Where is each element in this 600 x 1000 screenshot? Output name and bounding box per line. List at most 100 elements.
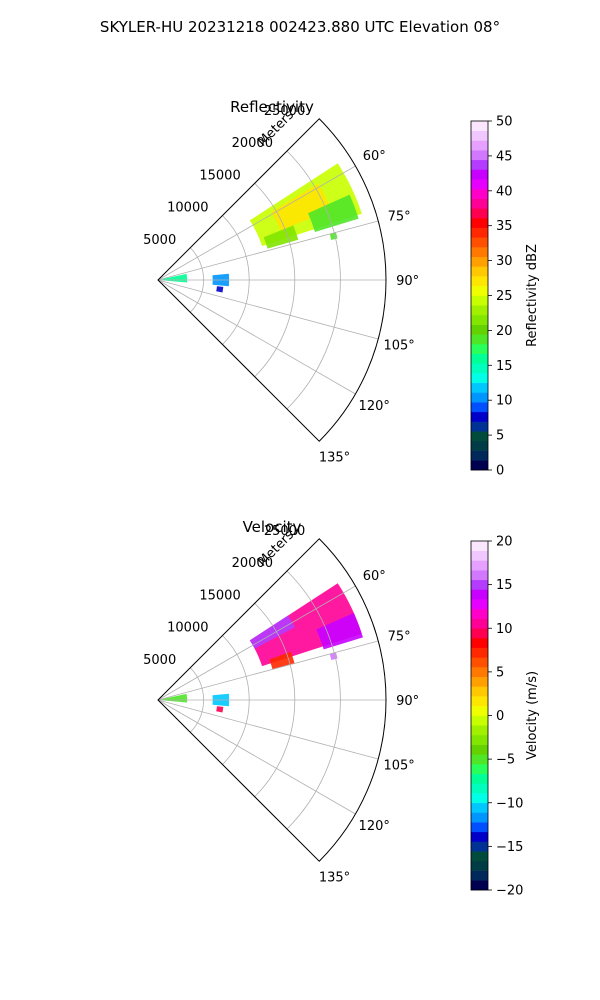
colorbar-swatch (471, 431, 488, 442)
colorbar-swatch (471, 744, 488, 755)
azimuth-tick-label: 105° (383, 759, 414, 774)
colorbar-tick-label: 20 (496, 535, 513, 550)
colorbar-tick-label: 15 (496, 359, 513, 374)
colorbar-swatch (471, 618, 488, 629)
azimuth-gridline (157, 640, 379, 701)
colorbar-tick-label: 0 (496, 709, 504, 724)
colorbar-tick-label: 35 (496, 219, 513, 234)
colorbar-swatch (471, 247, 488, 258)
colorbar-swatch (471, 237, 488, 248)
colorbar-tick-label: 45 (496, 149, 513, 164)
colorbar-swatch (471, 667, 488, 678)
colorbar-swatch (471, 763, 488, 774)
colorbar-tick-label: −20 (496, 884, 523, 899)
colorbar-swatch (471, 870, 488, 881)
colorbar-swatch (471, 150, 488, 161)
colorbar-tick-label: 30 (496, 254, 513, 269)
colorbar-swatch (471, 783, 488, 794)
colorbar-swatch (471, 208, 488, 219)
azimuth-tick-label: 60° (363, 149, 386, 164)
colorbar-swatch (471, 450, 488, 461)
colorbar-swatch (471, 579, 488, 590)
azimuth-gridline (157, 699, 379, 760)
colorbar-tick-label: 15 (496, 578, 513, 593)
colorbar-swatch (471, 734, 488, 745)
colorbar-label: Velocity (m/s) (525, 671, 540, 760)
colorbar-swatch (471, 227, 488, 238)
colorbar-swatch (471, 647, 488, 658)
colorbar-tick-label: 25 (496, 289, 513, 304)
colorbar-swatch (471, 343, 488, 354)
colorbar-swatch (471, 570, 488, 581)
range-tick-label: 20000 (232, 136, 273, 151)
colorbar-swatch (471, 130, 488, 141)
sector-frame (157, 118, 387, 442)
colorbar-swatch (471, 705, 488, 716)
azimuth-tick-label: 135° (319, 451, 350, 466)
colorbar-tick-label: −15 (496, 840, 523, 855)
colorbar-tick-label: 10 (496, 394, 513, 409)
colorbar-tick-label: 40 (496, 184, 513, 199)
azimuth-tick-label: 90° (396, 274, 419, 289)
colorbar-swatch (471, 560, 488, 571)
colorbar-swatch (471, 812, 488, 823)
echo-region (216, 706, 224, 713)
colorbar-swatch (471, 334, 488, 345)
colorbar-swatch (471, 841, 488, 852)
colorbar-swatch (471, 608, 488, 619)
colorbar-tick-label: 5 (496, 429, 504, 444)
range-tick-label: 15000 (199, 168, 240, 183)
colorbar-swatch (471, 392, 488, 403)
colorbar-swatch (471, 198, 488, 209)
figure-title: SKYLER-HU 20231218 002423.880 UTC Elevat… (100, 18, 500, 36)
colorbar-swatch (471, 276, 488, 287)
colorbar: 0 5 10 15 20 25 30 35 40 45 50 Reflectivity dBZ (470, 115, 540, 479)
colorbar-swatch (471, 831, 488, 842)
reflectivity-panel: Reflectivity500010000150002000025000Mete… (143, 98, 540, 479)
colorbar-swatch (471, 440, 488, 451)
azimuth-tick-label: 105° (383, 339, 414, 354)
colorbar-swatch (471, 550, 488, 561)
colorbar-swatch (471, 822, 488, 833)
velocity-panel: Velocity500010000150002000025000Meters60… (143, 518, 540, 899)
azimuth-tick-label: 120° (359, 819, 390, 834)
colorbar-swatch (471, 121, 488, 131)
azimuth-gridline (157, 279, 356, 395)
colorbar-tick-label: 5 (496, 665, 504, 680)
azimuth-gridline (157, 699, 356, 815)
echo-region (263, 225, 299, 249)
colorbar-swatch (471, 696, 488, 707)
azimuth-gridline (157, 165, 356, 281)
colorbar-tick-label: −10 (496, 796, 523, 811)
echo-region (216, 286, 224, 293)
sector-frame (157, 538, 387, 862)
colorbar-swatch (471, 159, 488, 170)
colorbar-tick-label: −5 (496, 753, 515, 768)
colorbar-swatch (471, 686, 488, 697)
colorbar-swatch (471, 324, 488, 335)
colorbar-label: Reflectivity dBZ (525, 244, 540, 347)
azimuth-gridline (157, 279, 379, 340)
colorbar-swatch (471, 295, 488, 306)
colorbar-swatch (471, 793, 488, 804)
colorbar-swatch (471, 402, 488, 413)
colorbar-swatch (471, 169, 488, 180)
colorbar-swatch (471, 266, 488, 277)
range-tick-label: 10000 (167, 201, 208, 216)
azimuth-tick-label: 60° (363, 569, 386, 584)
colorbar-tick-label: 20 (496, 324, 513, 339)
range-tick-label: 5000 (143, 653, 176, 668)
colorbar-swatch (471, 363, 488, 374)
range-tick-label: 15000 (199, 588, 240, 603)
colorbar-swatch (471, 188, 488, 199)
azimuth-tick-label: 90° (396, 694, 419, 709)
azimuth-gridline (157, 220, 379, 281)
colorbar-swatch (471, 140, 488, 151)
colorbar-tick-label: 0 (496, 464, 504, 479)
colorbar-swatch (471, 314, 488, 325)
colorbar-swatch (471, 411, 488, 422)
range-tick-label: 20000 (232, 556, 273, 571)
colorbar-swatch (471, 773, 488, 784)
colorbar-swatch (471, 715, 488, 726)
colorbar-swatch (471, 353, 488, 364)
